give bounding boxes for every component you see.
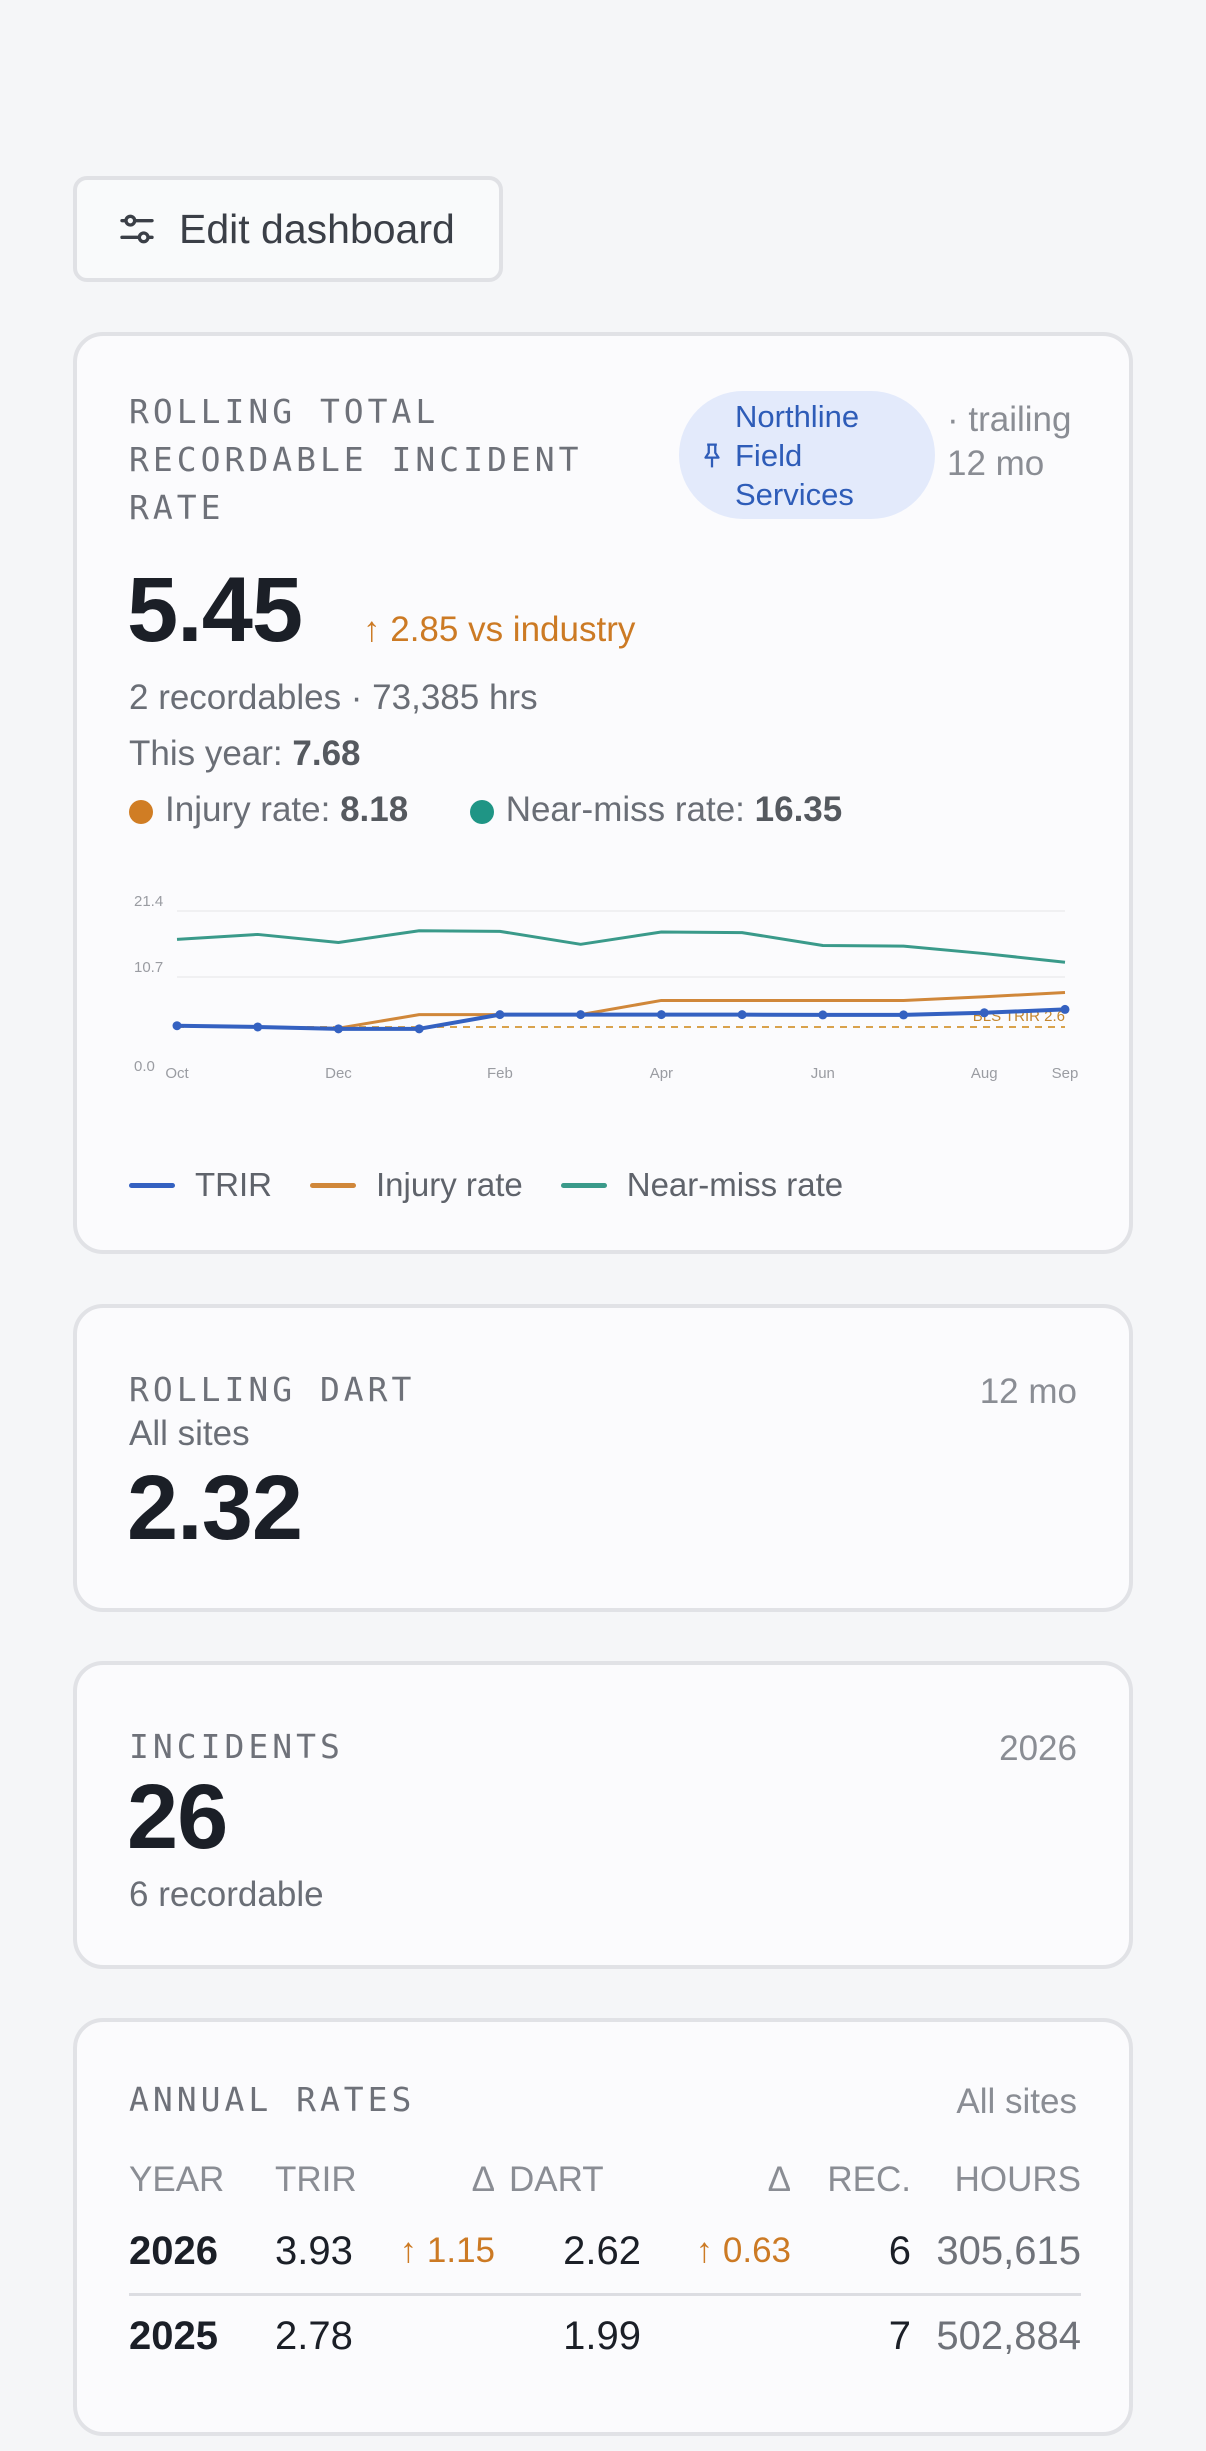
legend-swatch-injury xyxy=(310,1182,356,1188)
row-trir: 3.93 xyxy=(275,2210,385,2296)
row-dart: 2.62 xyxy=(495,2210,645,2296)
injury-rate-value: 8.18 xyxy=(340,790,409,829)
x-tick-label: Oct xyxy=(165,1065,189,1082)
series-line-trir xyxy=(176,1007,1066,1031)
y-tick-label: 10.7 xyxy=(134,959,163,976)
trir-point xyxy=(495,1010,505,1020)
header-dart: DART xyxy=(509,2160,604,2199)
incidents-year: 2026 xyxy=(999,1729,1077,1768)
nearmiss-rate-label: Near-miss rate: xyxy=(505,790,745,829)
nearmiss-rate-value: 16.35 xyxy=(754,790,843,829)
trir-point xyxy=(737,1010,747,1020)
x-tick-label: Sep xyxy=(1052,1065,1079,1082)
header-trir-delta: Δ xyxy=(471,2160,495,2199)
injury-rate-label: Injury rate: xyxy=(165,790,331,829)
site-pill-label: Northline Field Services xyxy=(735,398,860,512)
series-line-injury-rate xyxy=(176,991,1066,1030)
incidents-value: 26 xyxy=(127,1766,228,1868)
row-trir-delta xyxy=(385,2294,495,2378)
legend-swatch-trir xyxy=(129,1182,175,1188)
incidents-card-label: INCIDENTS xyxy=(129,1727,344,1766)
site-pill[interactable]: Northline Field Services xyxy=(679,391,935,519)
annual-rates-table: YEAR TRIR Δ DART Δ REC. HOURS 2026 3.93 … xyxy=(129,2150,1081,2378)
x-tick-label: Jun xyxy=(811,1065,835,1082)
rates-row: Injury rate: 8.18 Near-miss rate: 16.35 xyxy=(129,790,842,830)
header-rec: REC. xyxy=(827,2160,911,2199)
table-row: 2025 2.78 1.99 7 502,884 xyxy=(129,2294,1081,2378)
dart-period: 12 mo xyxy=(979,1372,1077,1411)
edit-dashboard-button[interactable]: Edit dashboard xyxy=(73,176,503,282)
x-tick-label: Apr xyxy=(650,1065,673,1082)
legend-label-injury: Injury rate xyxy=(376,1166,523,1203)
x-tick-label: Aug xyxy=(971,1065,998,1082)
legend-label-nearmiss: Near-miss rate xyxy=(626,1166,844,1203)
trir-card-label: ROLLING TOTAL RECORDABLE INCIDENT RATE xyxy=(129,392,583,527)
legend-item-injury: Injury rate xyxy=(310,1166,523,1204)
trir-delta-text: 2.85 vs industry xyxy=(390,610,636,649)
series-line-near-miss-rate xyxy=(176,929,1066,964)
header-hours: HOURS xyxy=(954,2160,1081,2199)
legend-item-trir: TRIR xyxy=(129,1166,272,1204)
dart-card-label: ROLLING DART xyxy=(129,1370,416,1409)
row-hours: 305,615 xyxy=(911,2210,1081,2296)
trir-card: ROLLING TOTAL RECORDABLE INCIDENT RATE N… xyxy=(73,332,1133,1254)
row-year: 2026 xyxy=(129,2210,275,2296)
trir-point xyxy=(172,1021,182,1031)
sliders-icon xyxy=(120,214,154,244)
this-year-row: This year: 7.68 xyxy=(129,734,361,774)
x-tick-label: Dec xyxy=(325,1065,352,1082)
legend-item-nearmiss: Near-miss rate xyxy=(560,1166,844,1204)
header-dart-delta: Δ xyxy=(767,2160,791,2199)
trir-point xyxy=(818,1010,828,1020)
arrow-up-icon: ↑ xyxy=(363,610,381,649)
row-dart: 1.99 xyxy=(563,2314,641,2359)
trailing-period: · trailing 12 mo xyxy=(947,400,1072,483)
header-year: YEAR xyxy=(129,2160,225,2199)
pin-icon xyxy=(704,443,720,468)
trir-point xyxy=(333,1024,343,1034)
dart-scope: All sites xyxy=(129,1414,250,1453)
trir-point xyxy=(414,1024,424,1034)
row-rec: 7 xyxy=(888,2314,911,2359)
legend-label-trir: TRIR xyxy=(195,1166,272,1203)
trir-point xyxy=(656,1010,666,1020)
row-trir-delta: ↑ 1.15 xyxy=(385,2210,495,2296)
header-trir: TRIR xyxy=(275,2160,357,2199)
row-dart-delta xyxy=(645,2294,791,2378)
row-year: 2025 xyxy=(129,2314,218,2359)
recordables-summary: 2 recordables · 73,385 hrs xyxy=(129,678,538,717)
table-row: 2026 3.93 ↑ 1.15 2.62 ↑ 0.63 6 305,615 xyxy=(129,2210,1081,2296)
row-dart-delta: ↑ 0.63 xyxy=(645,2210,791,2296)
y-tick-label: 0.0 xyxy=(134,1058,155,1075)
incidents-card: INCIDENTS 2026 26 6 recordable xyxy=(73,1661,1133,1969)
trir-value: 5.45 xyxy=(127,559,303,661)
trir-delta: ↑ 2.85 vs industry xyxy=(363,610,635,650)
edit-dashboard-label: Edit dashboard xyxy=(179,205,455,252)
legend-swatch-nearmiss xyxy=(560,1182,607,1188)
y-tick-label: 21.4 xyxy=(134,893,163,910)
annual-scope: All sites xyxy=(956,2082,1077,2121)
row-rec: 6 xyxy=(791,2210,911,2296)
dart-card: ROLLING DART 12 mo All sites 2.32 xyxy=(73,1304,1133,1612)
incidents-sub: 6 recordable xyxy=(129,1875,324,1914)
annual-card-label: ANNUAL RATES xyxy=(129,2080,416,2119)
injury-dot xyxy=(129,800,153,824)
annual-rates-card: ANNUAL RATES All sites YEAR TRIR Δ DART … xyxy=(73,2018,1133,2436)
trir-point xyxy=(979,1008,989,1018)
this-year-value: 7.68 xyxy=(292,734,361,773)
nearmiss-dot xyxy=(469,800,494,824)
table-header-row: YEAR TRIR Δ DART Δ REC. HOURS xyxy=(129,2150,1081,2210)
x-tick-label: Feb xyxy=(487,1065,513,1082)
row-trir: 2.78 xyxy=(275,2314,353,2359)
trir-point xyxy=(899,1010,909,1020)
chart-legend: TRIR Injury rate Near-miss rate xyxy=(129,1166,843,1204)
trir-point xyxy=(253,1022,263,1032)
row-hours: 502,884 xyxy=(936,2314,1081,2359)
dart-value: 2.32 xyxy=(127,1457,303,1559)
trir-point xyxy=(576,1010,586,1020)
this-year-label: This year: xyxy=(129,734,283,773)
trir-point xyxy=(1060,1004,1070,1014)
